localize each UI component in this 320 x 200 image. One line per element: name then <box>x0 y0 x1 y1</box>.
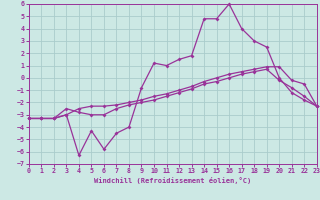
X-axis label: Windchill (Refroidissement éolien,°C): Windchill (Refroidissement éolien,°C) <box>94 177 252 184</box>
